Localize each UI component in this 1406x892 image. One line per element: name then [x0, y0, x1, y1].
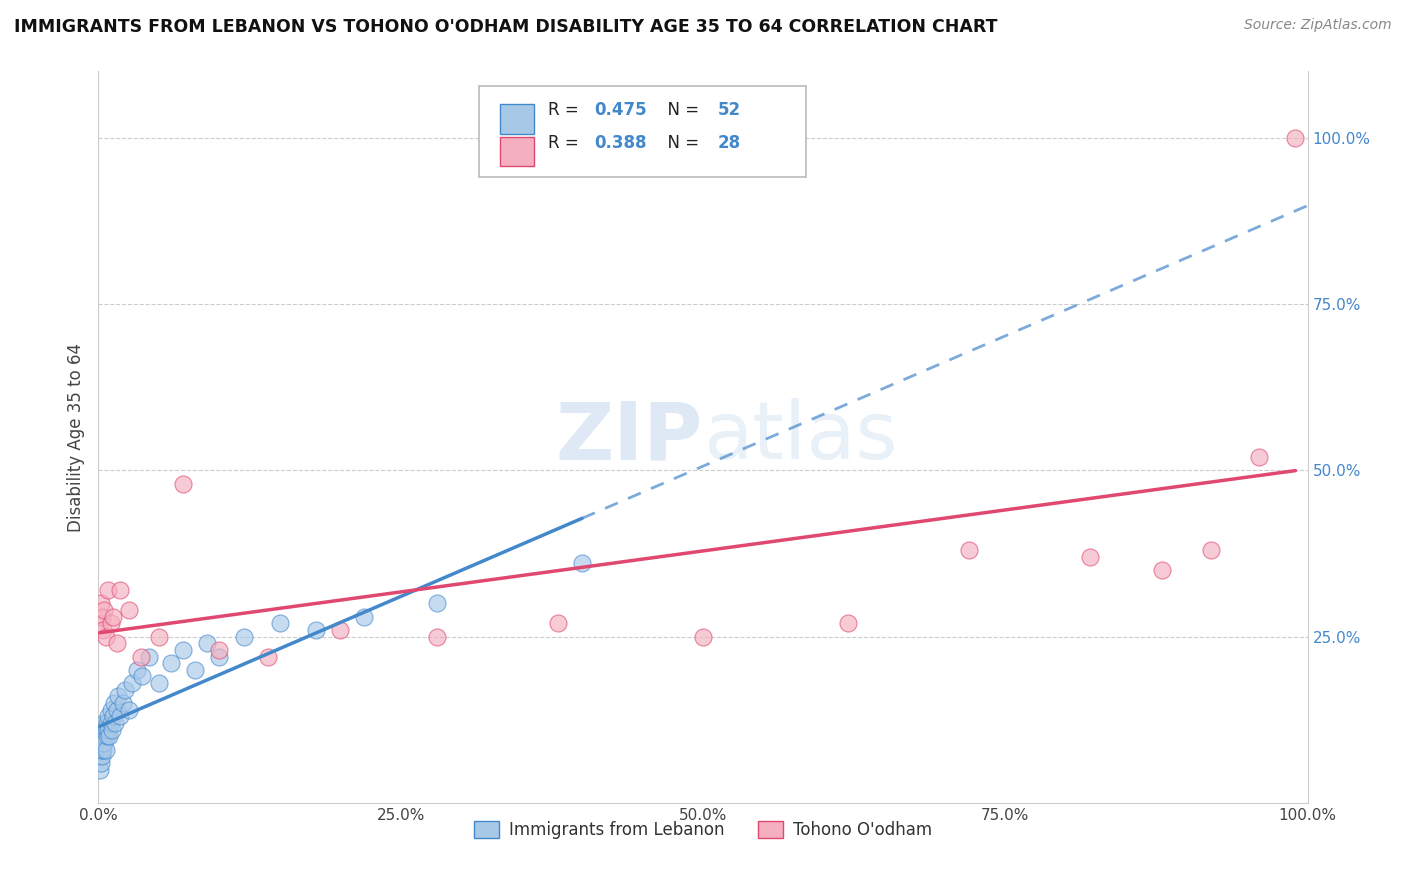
Point: [108, 709, 131, 723]
Text: 0.475: 0.475: [595, 101, 647, 120]
Point: [97, 709, 120, 723]
Point: [138, 649, 160, 664]
Point: [232, 630, 254, 644]
Point: [305, 623, 328, 637]
Point: [91, 723, 114, 737]
Point: [100, 703, 122, 717]
Point: [100, 716, 122, 731]
Point: [96, 716, 118, 731]
Point: [94, 742, 117, 756]
Point: [91, 749, 114, 764]
Text: R =: R =: [548, 101, 585, 120]
Point: [90, 729, 112, 743]
Point: [131, 669, 153, 683]
Point: [256, 649, 278, 664]
Point: [105, 703, 128, 717]
Point: [101, 709, 124, 723]
Point: [90, 723, 112, 737]
Point: [111, 696, 134, 710]
Point: [89, 749, 111, 764]
Point: [172, 643, 194, 657]
Point: [93, 729, 115, 743]
FancyBboxPatch shape: [479, 86, 806, 178]
Point: [89, 763, 111, 777]
Point: [93, 603, 115, 617]
Point: [118, 703, 141, 717]
Y-axis label: Disability Age 35 to 64: Disability Age 35 to 64: [66, 343, 84, 532]
Point: [90, 742, 112, 756]
Point: [1284, 131, 1306, 145]
Point: [195, 636, 218, 650]
FancyBboxPatch shape: [501, 137, 534, 167]
Point: [94, 630, 117, 644]
Point: [108, 582, 131, 597]
Point: [90, 756, 112, 770]
Point: [93, 716, 115, 731]
Point: [172, 476, 194, 491]
Point: [129, 649, 152, 664]
Point: [91, 623, 114, 637]
Point: [184, 663, 207, 677]
Point: [837, 616, 859, 631]
Point: [571, 557, 593, 571]
Point: [1152, 563, 1174, 577]
Point: [269, 616, 291, 631]
Point: [89, 616, 111, 631]
Point: [96, 729, 118, 743]
Point: [91, 742, 114, 756]
Point: [104, 716, 127, 731]
Point: [353, 609, 375, 624]
Point: [547, 616, 569, 631]
Point: [426, 630, 449, 644]
Point: [94, 723, 117, 737]
Point: [98, 729, 121, 743]
Point: [91, 742, 114, 756]
Point: [208, 643, 231, 657]
Point: [1199, 543, 1222, 558]
Point: [100, 616, 122, 631]
Text: IMMIGRANTS FROM LEBANON VS TOHONO O'ODHAM DISABILITY AGE 35 TO 64 CORRELATION CH: IMMIGRANTS FROM LEBANON VS TOHONO O'ODHA…: [14, 18, 998, 36]
Text: ZIP: ZIP: [555, 398, 703, 476]
Point: [1249, 450, 1271, 464]
Text: atlas: atlas: [703, 398, 897, 476]
Point: [160, 656, 183, 670]
Point: [107, 690, 129, 704]
Text: 0.388: 0.388: [595, 134, 647, 152]
Text: 28: 28: [717, 134, 741, 152]
Point: [103, 696, 125, 710]
Point: [121, 676, 143, 690]
Text: N =: N =: [657, 134, 704, 152]
Point: [101, 609, 124, 624]
Point: [105, 636, 128, 650]
Point: [91, 736, 114, 750]
Point: [93, 736, 115, 750]
Point: [957, 543, 980, 558]
Point: [97, 582, 120, 597]
Point: [100, 723, 122, 737]
Point: [1078, 549, 1101, 564]
Text: Source: ZipAtlas.com: Source: ZipAtlas.com: [1244, 18, 1392, 32]
Point: [97, 723, 120, 737]
Legend: Immigrants from Lebanon, Tohono O'odham: Immigrants from Lebanon, Tohono O'odham: [467, 814, 939, 846]
Text: R =: R =: [548, 134, 585, 152]
Point: [692, 630, 714, 644]
Point: [90, 596, 112, 610]
Point: [148, 676, 170, 690]
Point: [148, 630, 170, 644]
Point: [89, 736, 111, 750]
FancyBboxPatch shape: [501, 104, 534, 134]
Point: [114, 682, 136, 697]
Point: [127, 663, 149, 677]
Point: [91, 609, 114, 624]
Point: [426, 596, 449, 610]
Text: 52: 52: [717, 101, 741, 120]
Point: [91, 736, 114, 750]
Point: [208, 649, 231, 664]
Point: [118, 603, 141, 617]
Point: [329, 623, 352, 637]
Point: [91, 729, 114, 743]
Text: N =: N =: [657, 101, 704, 120]
